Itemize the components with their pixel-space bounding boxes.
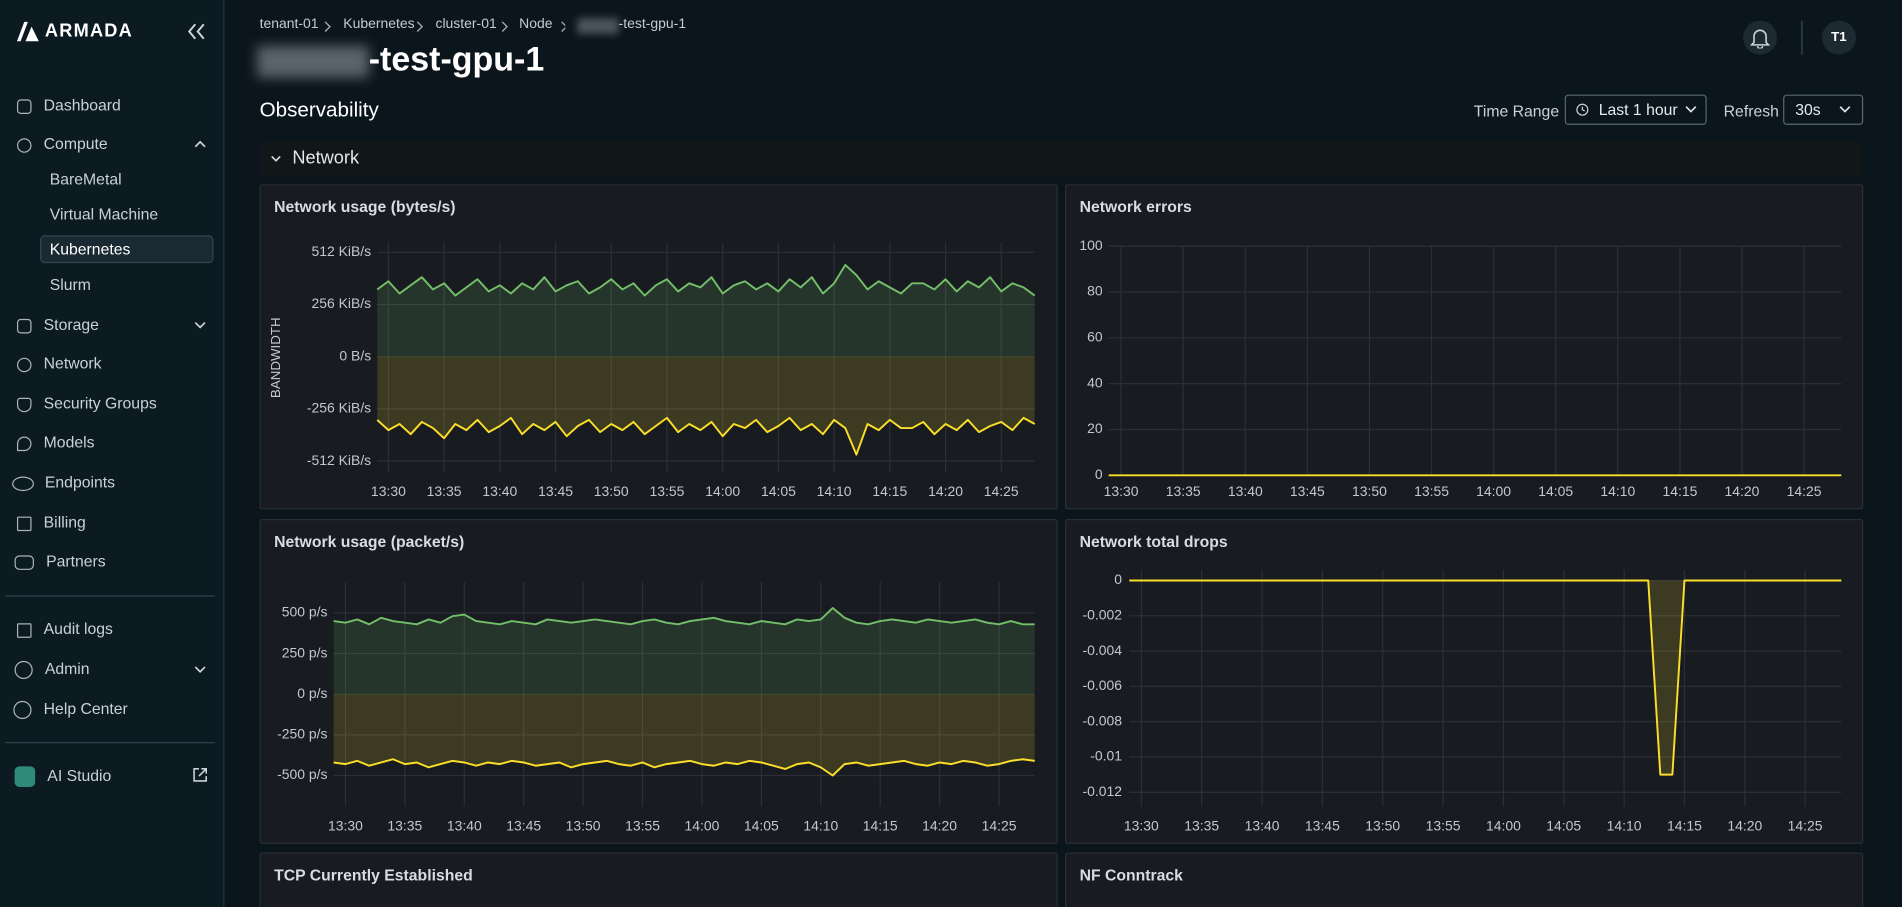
bell-icon: [1750, 29, 1770, 49]
section-bar[interactable]: [259, 141, 1862, 176]
nav-label: Admin: [44, 659, 90, 678]
nav-item[interactable]: Endpoints: [12, 468, 115, 497]
chevron: [194, 666, 206, 673]
avatar[interactable]: T1: [1821, 20, 1856, 55]
refresh-select[interactable]: 30s: [1783, 94, 1864, 125]
select-value: Last 1 hour: [1598, 100, 1678, 119]
panel: Network total drops: [1065, 518, 1864, 844]
nav-item[interactable]: Dashboard: [16, 91, 121, 120]
panel-title: Network total drops: [1079, 532, 1228, 551]
nav-label: Compute: [43, 134, 108, 153]
chevron: [271, 155, 281, 162]
chevron: [194, 321, 206, 329]
chevron: [194, 140, 206, 148]
nav-item[interactable]: Help Center: [13, 695, 128, 724]
nav-label: Billing: [43, 512, 86, 532]
chevron: [1839, 106, 1851, 113]
nav-item[interactable]: AI Studio: [14, 762, 112, 791]
sidebar: ARMADA Dashboard Compute BareMetal Virtu…: [0, 0, 225, 907]
divider: [4, 595, 215, 597]
nav-item[interactable]: Models: [16, 428, 95, 457]
nav-subitem[interactable]: Slurm: [49, 275, 91, 294]
chevron: [1685, 106, 1697, 113]
section-title: Network: [292, 147, 360, 169]
nav-item[interactable]: Storage: [16, 310, 99, 339]
panel-title: TCP Currently Established: [274, 865, 473, 884]
breadcrumb-item[interactable]: Kubernetes: [343, 16, 415, 32]
nav-label: Network: [43, 354, 102, 373]
nav-item[interactable]: Audit logs: [16, 615, 113, 644]
logo-icon: [16, 21, 39, 42]
panel: NF Conntrack: [1065, 852, 1864, 907]
select-value: 30s: [1795, 100, 1821, 119]
nav-label: Endpoints: [44, 472, 116, 492]
redacted: [577, 18, 619, 34]
breadcrumb-item[interactable]: Node: [519, 16, 553, 32]
breadcrumb-item[interactable]: cluster-01: [435, 16, 497, 32]
panel: TCP Currently Established: [259, 852, 1058, 907]
nav-subitem[interactable]: BareMetal: [49, 169, 122, 188]
panel-title: NF Conntrack: [1079, 865, 1183, 884]
notification-button[interactable]: [1743, 20, 1778, 55]
nav-label: Security Groups: [43, 394, 157, 413]
nav-subitem[interactable]: Virtual Machine: [49, 204, 159, 224]
redacted: [257, 46, 369, 78]
nav-item[interactable]: Partners: [14, 547, 106, 576]
nav-label: Help Center: [43, 699, 128, 718]
nav-label: Audit logs: [43, 619, 113, 638]
nav-item[interactable]: Admin: [14, 655, 90, 684]
nav-label: AI Studio: [47, 766, 112, 785]
nav-item[interactable]: Compute: [16, 130, 108, 159]
time-range-select[interactable]: Last 1 hour: [1564, 94, 1707, 125]
panel-title: Network usage (bytes/s): [274, 197, 456, 216]
nav-item[interactable]: Security Groups: [16, 389, 157, 418]
nav-label: Models: [43, 432, 95, 452]
page-title: -test-gpu-1: [368, 40, 545, 78]
divider: [1801, 20, 1803, 55]
logo: ARMADA: [44, 20, 134, 42]
breadcrumb-separators: [324, 21, 566, 32]
nav-label: Partners: [46, 551, 106, 570]
panel: Network usage (packet/s): [259, 518, 1058, 844]
panel: Network usage (bytes/s): [259, 184, 1058, 510]
collapse-button[interactable]: [187, 23, 206, 40]
section-heading: Observability: [259, 98, 379, 122]
panel-title: Network usage (packet/s): [274, 532, 465, 551]
refresh-label: Refresh: [1723, 101, 1779, 121]
breadcrumb-item[interactable]: tenant-01: [259, 16, 319, 32]
nav-subitem-active[interactable]: Kubernetes: [49, 240, 131, 259]
nav-label: Dashboard: [43, 95, 121, 114]
breadcrumb-item: -test-gpu-1: [618, 16, 687, 32]
divider: [4, 742, 215, 744]
external-link-icon: [193, 768, 207, 782]
panel: Network errors: [1065, 184, 1864, 510]
clock-icon: [1576, 103, 1589, 116]
time-range-label: Time Range: [1473, 101, 1560, 121]
panel-title: Network errors: [1079, 197, 1192, 216]
nav-active-bg: [40, 235, 214, 264]
nav-label: Storage: [43, 315, 99, 334]
nav-item[interactable]: Network: [16, 349, 102, 378]
nav-item[interactable]: Billing: [16, 508, 86, 537]
